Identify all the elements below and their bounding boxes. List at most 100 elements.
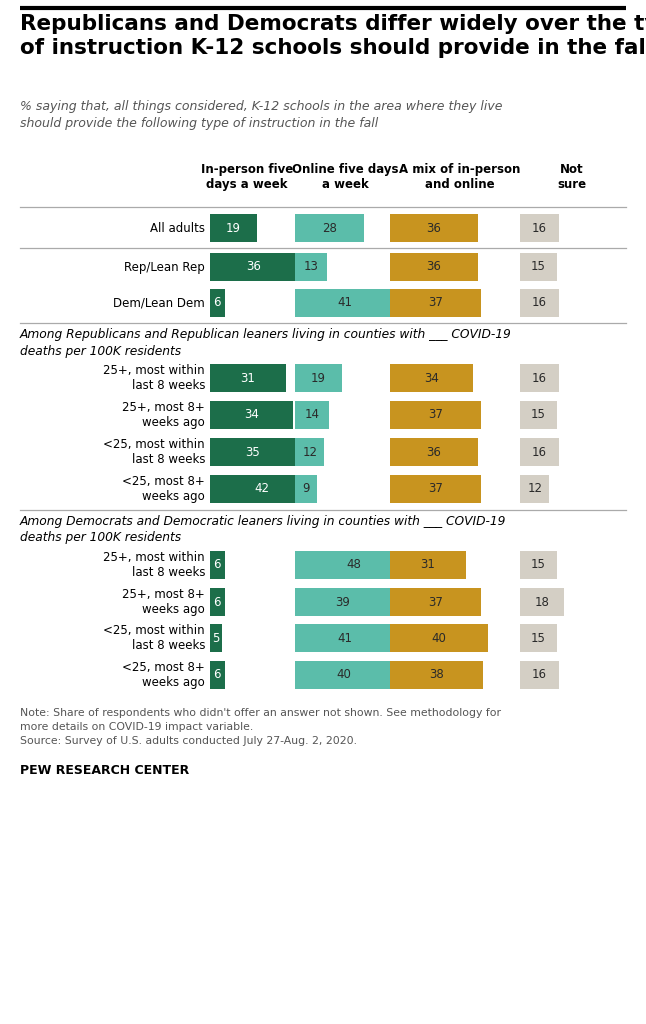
Bar — [210, 289, 225, 317]
Text: 28: 28 — [322, 221, 337, 234]
Text: 42: 42 — [254, 482, 269, 496]
Text: <25, most within
last 8 weeks: <25, most within last 8 weeks — [103, 438, 205, 466]
Bar — [210, 438, 296, 466]
Text: 37: 37 — [428, 409, 443, 422]
Text: 19: 19 — [225, 221, 241, 234]
Bar — [520, 662, 559, 689]
Text: 15: 15 — [531, 632, 546, 644]
Text: Among Republicans and Republican leaners living in counties with ___ COVID-19
de: Among Republicans and Republican leaners… — [20, 328, 512, 357]
Bar — [210, 588, 225, 616]
Text: PEW RESEARCH CENTER: PEW RESEARCH CENTER — [20, 764, 189, 777]
Bar — [295, 662, 393, 689]
Text: 36: 36 — [247, 260, 262, 273]
Text: 25+, most 8+
weeks ago: 25+, most 8+ weeks ago — [122, 401, 205, 429]
Text: 14: 14 — [305, 409, 320, 422]
Bar — [520, 289, 559, 317]
Bar — [520, 401, 557, 429]
Text: 12: 12 — [527, 482, 542, 496]
Text: Dem/Lean Dem: Dem/Lean Dem — [113, 297, 205, 309]
Text: 37: 37 — [428, 297, 443, 309]
Bar — [520, 364, 559, 392]
Text: 48: 48 — [346, 558, 361, 571]
Text: 41: 41 — [338, 297, 353, 309]
Text: 16: 16 — [532, 297, 547, 309]
Text: 5: 5 — [213, 632, 220, 644]
Bar — [210, 401, 293, 429]
Text: 37: 37 — [428, 596, 443, 608]
Bar — [390, 551, 466, 579]
Bar — [295, 401, 329, 429]
Text: 36: 36 — [426, 221, 441, 234]
Text: 38: 38 — [429, 669, 444, 682]
Bar — [520, 551, 557, 579]
Bar — [520, 438, 559, 466]
Bar — [520, 588, 564, 616]
Text: 34: 34 — [244, 409, 259, 422]
Bar — [210, 551, 225, 579]
Bar — [210, 662, 225, 689]
Text: 16: 16 — [532, 372, 547, 384]
Text: Republicans and Democrats differ widely over the type
of instruction K-12 school: Republicans and Democrats differ widely … — [20, 14, 646, 58]
Bar — [520, 475, 549, 503]
Bar — [390, 588, 481, 616]
Bar — [210, 214, 256, 242]
Text: 31: 31 — [240, 372, 255, 384]
Text: In-person five
days a week: In-person five days a week — [201, 163, 293, 191]
Bar — [295, 289, 395, 317]
Text: 6: 6 — [214, 669, 221, 682]
Text: 12: 12 — [302, 445, 317, 459]
Text: 6: 6 — [214, 297, 221, 309]
Text: 25+, most within
last 8 weeks: 25+, most within last 8 weeks — [103, 551, 205, 579]
Text: Rep/Lean Rep: Rep/Lean Rep — [124, 260, 205, 273]
Text: 16: 16 — [532, 669, 547, 682]
Bar — [295, 475, 317, 503]
Bar — [520, 214, 559, 242]
Bar — [390, 289, 481, 317]
Bar — [520, 253, 557, 281]
Text: 6: 6 — [214, 558, 221, 571]
Text: 15: 15 — [531, 260, 546, 273]
Text: 18: 18 — [535, 596, 550, 608]
Text: 35: 35 — [245, 445, 260, 459]
Text: 15: 15 — [531, 558, 546, 571]
Text: Online five days
a week: Online five days a week — [292, 163, 398, 191]
Text: 25+, most 8+
weeks ago: 25+, most 8+ weeks ago — [122, 588, 205, 616]
Text: 34: 34 — [424, 372, 439, 384]
Text: 39: 39 — [335, 596, 350, 608]
Text: more details on COVID-19 impact variable.: more details on COVID-19 impact variable… — [20, 722, 253, 732]
Text: 16: 16 — [532, 221, 547, 234]
Text: <25, most 8+
weeks ago: <25, most 8+ weeks ago — [122, 475, 205, 503]
Text: Among Democrats and Democratic leaners living in counties with ___ COVID-19
deat: Among Democrats and Democratic leaners l… — [20, 515, 506, 545]
Text: % saying that, all things considered, K-12 schools in the area where they live
s: % saying that, all things considered, K-… — [20, 100, 503, 129]
Text: 15: 15 — [531, 409, 546, 422]
Bar — [295, 624, 395, 652]
Text: Note: Share of respondents who didn't offer an answer not shown. See methodology: Note: Share of respondents who didn't of… — [20, 708, 501, 718]
Text: 19: 19 — [311, 372, 326, 384]
Bar — [390, 662, 483, 689]
Text: 16: 16 — [532, 445, 547, 459]
Bar — [295, 438, 324, 466]
Text: <25, most within
last 8 weeks: <25, most within last 8 weeks — [103, 624, 205, 652]
Text: 6: 6 — [214, 596, 221, 608]
Bar — [390, 253, 478, 281]
Text: 40: 40 — [337, 669, 351, 682]
Bar — [390, 624, 488, 652]
Text: 31: 31 — [421, 558, 435, 571]
Text: All adults: All adults — [150, 221, 205, 234]
Text: Not
sure: Not sure — [557, 163, 587, 191]
Text: 13: 13 — [304, 260, 318, 273]
Bar — [390, 364, 474, 392]
Bar — [210, 253, 298, 281]
Text: <25, most 8+
weeks ago: <25, most 8+ weeks ago — [122, 662, 205, 689]
Text: 37: 37 — [428, 482, 443, 496]
Text: 9: 9 — [302, 482, 310, 496]
Text: 36: 36 — [426, 445, 441, 459]
Bar — [210, 475, 313, 503]
Text: Source: Survey of U.S. adults conducted July 27-Aug. 2, 2020.: Source: Survey of U.S. adults conducted … — [20, 736, 357, 746]
Bar — [295, 364, 342, 392]
Bar — [520, 624, 557, 652]
Bar — [295, 588, 391, 616]
Bar — [390, 214, 478, 242]
Bar — [390, 401, 481, 429]
Text: 40: 40 — [432, 632, 446, 644]
